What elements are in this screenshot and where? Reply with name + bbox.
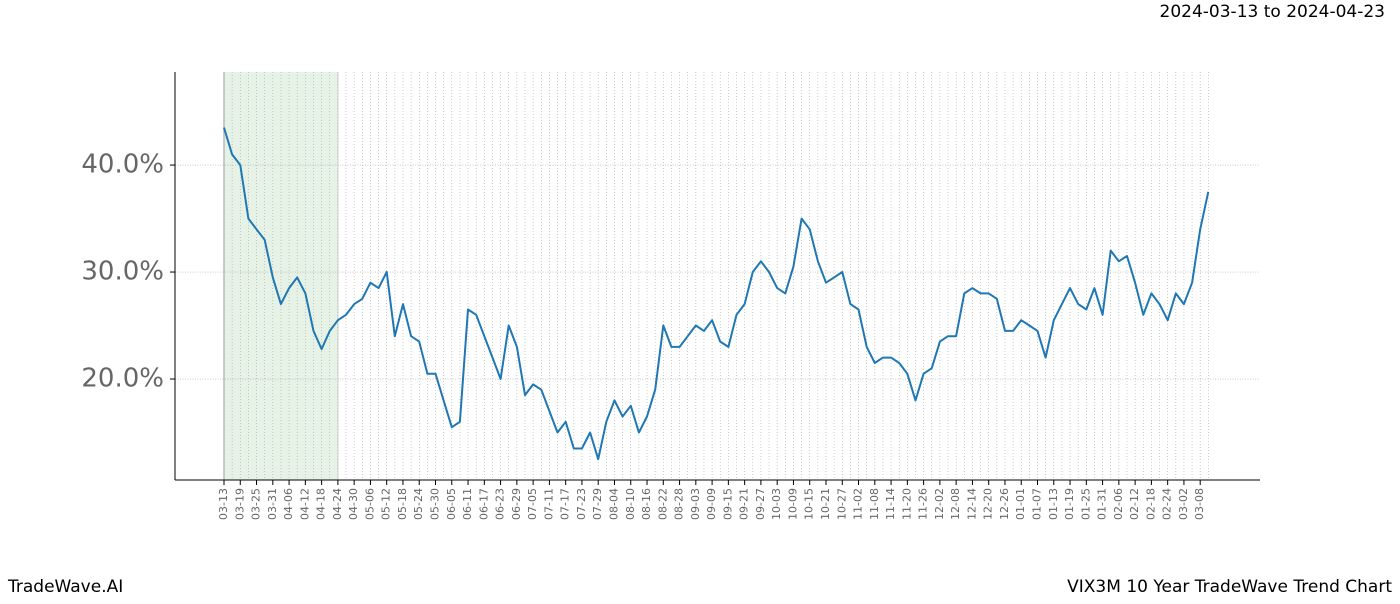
x-tick-label: 02-06 (1112, 488, 1125, 520)
x-tick-label: 08-04 (607, 488, 620, 520)
x-tick-label: 01-01 (1014, 488, 1027, 520)
x-tick-label: 09-21 (738, 488, 751, 520)
x-tick-label: 09-27 (754, 488, 767, 520)
x-tick-label: 12-26 (998, 488, 1011, 520)
x-tick-label: 03-02 (1177, 488, 1190, 520)
x-tick-label: 04-12 (298, 488, 311, 520)
x-tick-label: 04-06 (282, 488, 295, 520)
x-tick-label: 12-20 (982, 488, 995, 520)
x-tick-label: 10-27 (835, 488, 848, 520)
date-range: 2024-03-13 to 2024-04-23 (1160, 2, 1385, 22)
x-tick-label: 07-17 (559, 488, 572, 520)
x-tick-label: 04-30 (347, 488, 360, 520)
x-tick-label: 03-19 (233, 488, 246, 520)
x-tick-label: 02-24 (1161, 488, 1174, 520)
x-tick-label: 05-30 (429, 488, 442, 520)
x-tick-label: 10-21 (819, 488, 832, 520)
trend-line (223, 127, 1210, 461)
x-tick-label: 06-05 (445, 488, 458, 520)
x-tick-label: 08-28 (673, 488, 686, 520)
x-tick-label: 10-03 (770, 488, 783, 520)
x-tick-label: 06-17 (477, 488, 490, 520)
x-tick-label: 02-18 (1144, 488, 1157, 520)
x-tick-label: 01-31 (1096, 488, 1109, 520)
x-tick-label: 09-09 (705, 488, 718, 520)
x-tick-label: 03-13 (217, 488, 230, 520)
x-tick-label: 11-08 (868, 488, 881, 520)
x-tick-label: 05-24 (412, 488, 425, 520)
x-tick-label: 04-24 (331, 488, 344, 520)
x-tick-label: 03-08 (1193, 488, 1206, 520)
x-tick-label: 11-14 (884, 488, 897, 520)
brand: TradeWave.AI (7, 577, 123, 597)
x-tick-label: 05-12 (380, 488, 393, 520)
x-tick-label: 07-11 (542, 488, 555, 520)
y-tick-label: 20.0% (81, 364, 164, 394)
x-tick-label: 03-31 (266, 488, 279, 520)
x-tick-label: 12-14 (965, 488, 978, 520)
y-tick-label: 40.0% (81, 150, 164, 180)
x-tick-label: 07-05 (526, 488, 539, 520)
x-tick-label: 09-03 (689, 488, 702, 520)
x-tick-label: 10-09 (786, 488, 799, 520)
x-tick-label: 07-23 (575, 488, 588, 520)
x-tick-label: 01-13 (1047, 488, 1060, 520)
x-tick-label: 11-26 (917, 488, 930, 520)
x-tick-label: 12-08 (949, 488, 962, 520)
y-tick-label: 30.0% (81, 257, 164, 287)
x-tick-label: 08-10 (624, 488, 637, 520)
x-tick-label: 07-29 (591, 488, 604, 520)
x-tick-label: 01-07 (1031, 488, 1044, 520)
x-tick-label: 06-29 (510, 488, 523, 520)
x-tick-label: 08-16 (640, 488, 653, 520)
x-tick-label: 05-18 (396, 488, 409, 520)
x-tick-label: 11-20 (900, 488, 913, 520)
x-tick-label: 04-18 (315, 488, 328, 520)
x-tick-label: 03-25 (250, 488, 263, 520)
x-tick-label: 10-15 (803, 488, 816, 520)
x-tick-label: 06-11 (461, 488, 474, 520)
x-tick-label: 11-02 (852, 488, 865, 520)
x-tick-label: 05-06 (363, 488, 376, 520)
chart-caption: VIX3M 10 Year TradeWave Trend Chart (1067, 577, 1392, 597)
x-tick-label: 06-23 (494, 488, 507, 520)
x-tick-label: 08-22 (656, 488, 669, 520)
x-tick-label: 12-02 (933, 488, 946, 520)
x-tick-label: 01-19 (1063, 488, 1076, 520)
x-tick-label: 02-12 (1128, 488, 1141, 520)
x-tick-label: 09-15 (721, 488, 734, 520)
x-tick-label: 01-25 (1079, 488, 1092, 520)
